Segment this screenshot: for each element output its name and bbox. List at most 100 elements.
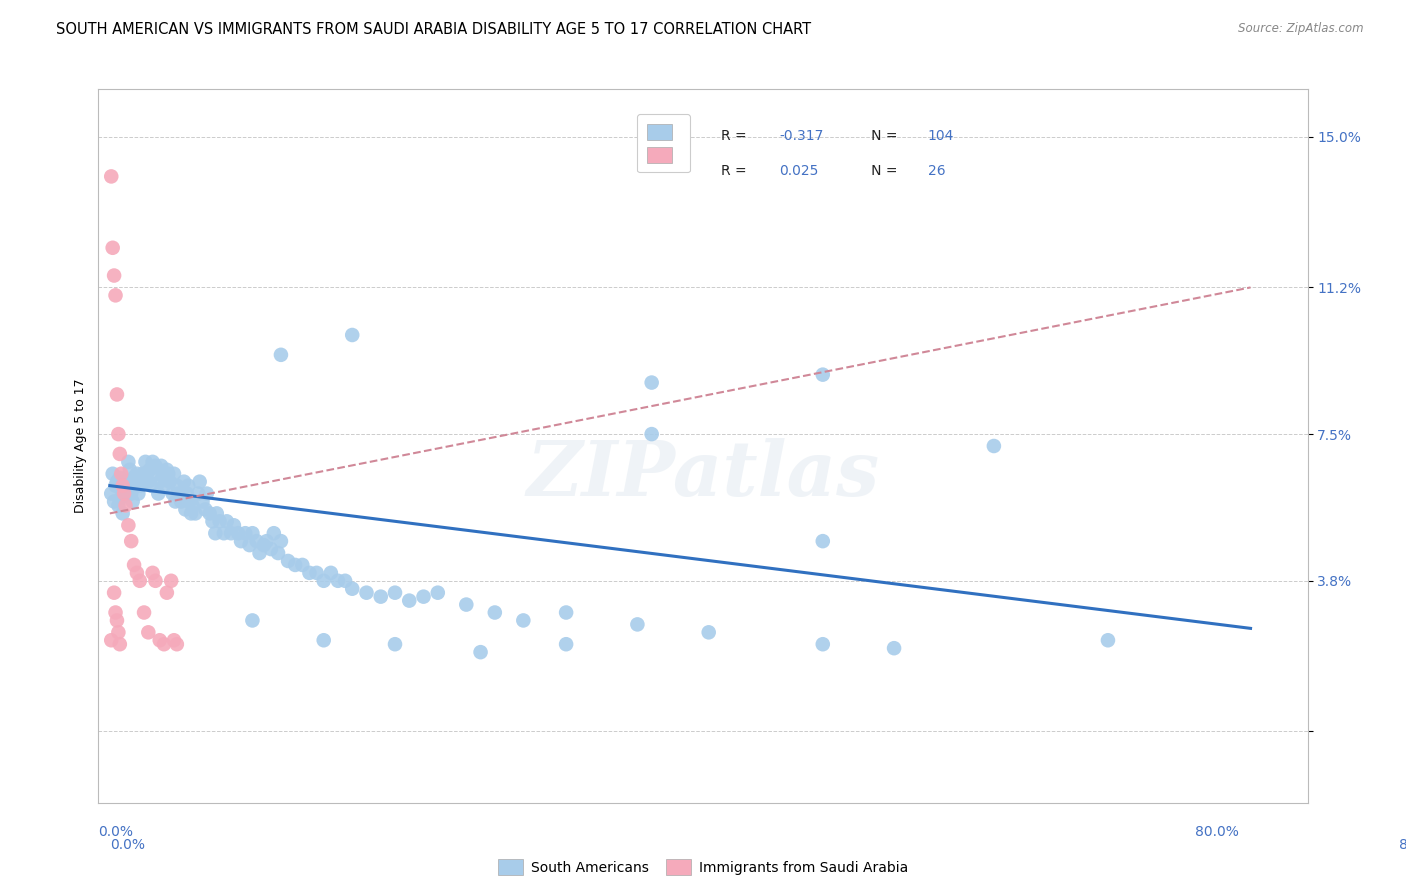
Point <box>326 574 349 588</box>
Point <box>312 574 335 588</box>
Point <box>117 455 139 469</box>
Point <box>125 467 148 481</box>
Point <box>110 467 132 481</box>
Point <box>125 566 148 580</box>
Point <box>191 494 214 508</box>
Point <box>226 526 249 541</box>
Point <box>128 574 150 588</box>
Point <box>131 467 153 481</box>
Point <box>114 486 136 500</box>
Point <box>640 427 662 442</box>
Point <box>883 641 905 656</box>
Point <box>112 483 135 497</box>
Y-axis label: Disability Age 5 to 17: Disability Age 5 to 17 <box>75 379 87 513</box>
Point <box>370 590 392 604</box>
Point <box>107 499 129 513</box>
Point <box>356 585 378 599</box>
Point <box>219 526 242 541</box>
Point <box>103 494 125 508</box>
Point <box>110 491 132 505</box>
Point <box>180 507 202 521</box>
Point <box>555 637 578 651</box>
Point <box>811 637 834 651</box>
Point <box>120 486 142 500</box>
Point <box>426 585 449 599</box>
Point <box>174 502 197 516</box>
Point <box>111 507 134 521</box>
Legend: South Americans, Immigrants from Saudi Arabia: South Americans, Immigrants from Saudi A… <box>492 854 914 880</box>
Point <box>129 471 152 485</box>
Point <box>229 534 252 549</box>
Point <box>195 486 218 500</box>
Point <box>398 593 420 607</box>
Point <box>152 467 174 481</box>
Point <box>253 538 276 552</box>
Point <box>233 526 256 541</box>
Point <box>215 514 238 528</box>
Point <box>114 499 136 513</box>
Point <box>103 268 125 283</box>
Point <box>108 471 131 485</box>
Point <box>115 475 138 489</box>
Text: N =: N = <box>858 128 901 143</box>
Text: 80.0%: 80.0% <box>1399 838 1406 853</box>
Point <box>163 467 186 481</box>
Point <box>104 288 127 302</box>
Text: N =: N = <box>858 164 905 178</box>
Point <box>156 585 179 599</box>
Point <box>141 478 163 492</box>
Point <box>187 486 209 500</box>
Point <box>170 494 193 508</box>
Point <box>149 633 172 648</box>
Point <box>384 637 406 651</box>
Point <box>127 486 149 500</box>
Point <box>135 467 157 481</box>
Point <box>105 387 128 401</box>
Point <box>101 467 124 481</box>
Point <box>112 486 135 500</box>
Point <box>101 241 124 255</box>
Point <box>270 534 292 549</box>
Point <box>208 514 231 528</box>
Point <box>149 475 172 489</box>
Point <box>153 478 176 492</box>
Point <box>120 534 142 549</box>
Point <box>146 467 169 481</box>
Point <box>697 625 720 640</box>
Point <box>145 458 167 473</box>
Point <box>184 507 207 521</box>
Text: ZIPatlas: ZIPatlas <box>526 438 880 511</box>
Point <box>811 534 834 549</box>
Point <box>122 471 145 485</box>
Point <box>136 625 159 640</box>
Point <box>555 606 578 620</box>
Point <box>333 574 356 588</box>
Point <box>166 637 188 651</box>
Point <box>128 478 150 492</box>
Point <box>188 475 211 489</box>
Point <box>162 486 184 500</box>
Point <box>239 538 262 552</box>
Point <box>222 518 245 533</box>
Point <box>181 499 204 513</box>
Point <box>103 585 125 599</box>
Point <box>249 546 271 560</box>
Point <box>100 486 122 500</box>
Point <box>165 494 187 508</box>
Point <box>176 486 198 500</box>
Point <box>263 526 285 541</box>
Point <box>456 598 478 612</box>
Text: SOUTH AMERICAN VS IMMIGRANTS FROM SAUDI ARABIA DISABILITY AGE 5 TO 17 CORRELATIO: SOUTH AMERICAN VS IMMIGRANTS FROM SAUDI … <box>56 22 811 37</box>
Point <box>108 637 131 651</box>
Point <box>640 376 662 390</box>
Point <box>155 471 177 485</box>
Point <box>319 566 342 580</box>
Text: -0.317: -0.317 <box>779 128 824 143</box>
Point <box>100 633 122 648</box>
Point <box>267 546 290 560</box>
Point <box>122 558 145 572</box>
Point <box>150 458 173 473</box>
Point <box>167 486 190 500</box>
Point <box>342 328 364 343</box>
Point <box>260 542 283 557</box>
